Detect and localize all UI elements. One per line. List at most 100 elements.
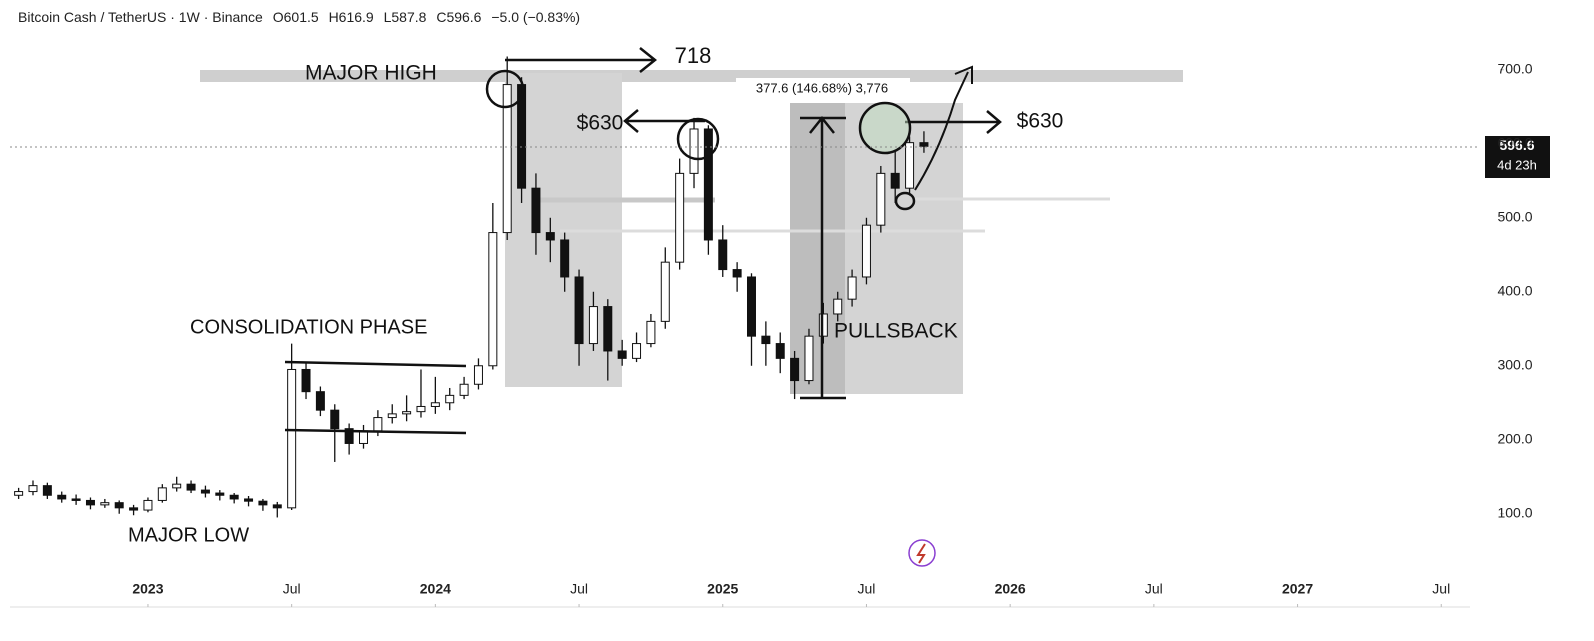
candle-body	[588, 306, 598, 345]
candle-body	[703, 128, 713, 241]
candle-body	[315, 391, 325, 411]
candle-body	[42, 485, 52, 496]
candle-body	[85, 499, 95, 506]
major-high-band	[200, 70, 1183, 82]
annotation: $630	[1017, 110, 1064, 133]
candles	[14, 56, 929, 518]
candle-body	[775, 343, 785, 359]
x-tick-label: Jul	[283, 581, 301, 597]
candle-body	[689, 128, 699, 174]
header: Bitcoin Cash / TetherUS · 1W · Binance O…	[18, 9, 586, 25]
annotation: MAJOR HIGH	[305, 62, 437, 85]
candle-body	[71, 498, 81, 501]
x-tick-label: 2023	[132, 581, 163, 597]
candle-body	[258, 500, 268, 506]
candle-body	[373, 417, 383, 432]
candle-body	[57, 494, 67, 500]
candle-body	[200, 489, 210, 494]
candle-body	[861, 224, 871, 278]
candle-body	[890, 172, 900, 189]
candle-body	[833, 298, 843, 315]
y-tick-label: 500.0	[1497, 208, 1532, 224]
y-tick-label: 700.0	[1497, 60, 1532, 76]
candle-body	[100, 502, 110, 506]
candle-body	[244, 498, 254, 502]
x-tick-label: 2026	[995, 581, 1026, 597]
ohlc: C596.6	[436, 9, 482, 25]
candle-body	[215, 492, 225, 496]
annotation: 718	[675, 43, 712, 68]
candle-body	[129, 507, 139, 511]
candle-body	[545, 232, 555, 241]
candle-body	[660, 261, 670, 322]
y-tick-label: 300.0	[1497, 356, 1532, 372]
x-tick-label: Jul	[858, 581, 876, 597]
candle-body	[632, 343, 642, 359]
candle-body	[172, 483, 182, 489]
y-tick-label: 200.0	[1497, 430, 1532, 446]
arrow	[905, 110, 1002, 134]
candle-body	[459, 383, 469, 396]
candle-body	[718, 239, 728, 271]
arrow	[914, 65, 973, 191]
candle-body	[387, 413, 397, 419]
range-line	[284, 428, 467, 435]
annotation: PULLSBACK	[834, 320, 958, 343]
measure-box	[736, 78, 910, 101]
shaded-zone	[790, 103, 845, 394]
arrow	[505, 47, 658, 73]
candle-body	[905, 142, 915, 189]
candle-body	[746, 276, 756, 337]
candle-body	[28, 485, 38, 493]
candle-body	[272, 504, 282, 509]
circle-marker	[894, 191, 916, 211]
countdown: 4d 23h	[1497, 158, 1537, 173]
price-tag: 596.6 4d 23h	[1485, 136, 1550, 178]
y-tick-label: 100.0	[1497, 504, 1532, 520]
circle-marker	[485, 69, 525, 109]
price-tag-bg	[1485, 136, 1550, 178]
candle-body	[818, 313, 828, 337]
candle-body	[675, 172, 685, 263]
x-tick-label: Jul	[1432, 581, 1450, 597]
annotation: CONSOLIDATION PHASE	[190, 316, 427, 338]
candle-body	[646, 320, 656, 345]
candle-body	[157, 487, 167, 501]
candle-body	[617, 350, 627, 359]
x-tick-label: Jul	[570, 581, 588, 597]
measure-arrow	[800, 115, 846, 400]
annotation-shapes	[10, 70, 1470, 608]
ohlc: L587.8	[383, 9, 427, 25]
candle-body	[416, 405, 426, 413]
candle-body	[560, 239, 570, 278]
change: −5.0 (−0.83%)	[491, 9, 581, 25]
candle-body	[287, 368, 297, 509]
circle-marker	[676, 117, 720, 161]
symbol: Bitcoin Cash / TetherUS · 1W · Binance	[18, 9, 263, 25]
candle-body	[359, 430, 369, 444]
candle-body	[488, 232, 498, 367]
x-tick-label: Jul	[1145, 581, 1163, 597]
icon	[908, 539, 936, 567]
candle-body	[603, 306, 613, 352]
candle-body	[229, 494, 239, 500]
candle-body	[761, 335, 771, 345]
candle-body	[847, 276, 857, 300]
circle-marker	[858, 101, 912, 155]
candle-body	[301, 368, 311, 393]
x-tick-label: 2024	[420, 581, 451, 597]
y-tick-label: 400.0	[1497, 282, 1532, 298]
candle-body	[402, 411, 412, 415]
annotation: 377.6 (146.68%) 3,776	[756, 80, 888, 95]
candle-body	[790, 357, 800, 382]
candle-body	[445, 394, 455, 404]
x-tick-label: 2025	[707, 581, 738, 597]
last-price: 596.6	[1499, 137, 1534, 153]
candle-body	[876, 172, 886, 226]
candle-body	[143, 499, 153, 511]
candle-body	[574, 276, 584, 345]
candle-body	[919, 142, 929, 147]
candle-body	[430, 402, 440, 407]
range-line	[284, 360, 467, 368]
